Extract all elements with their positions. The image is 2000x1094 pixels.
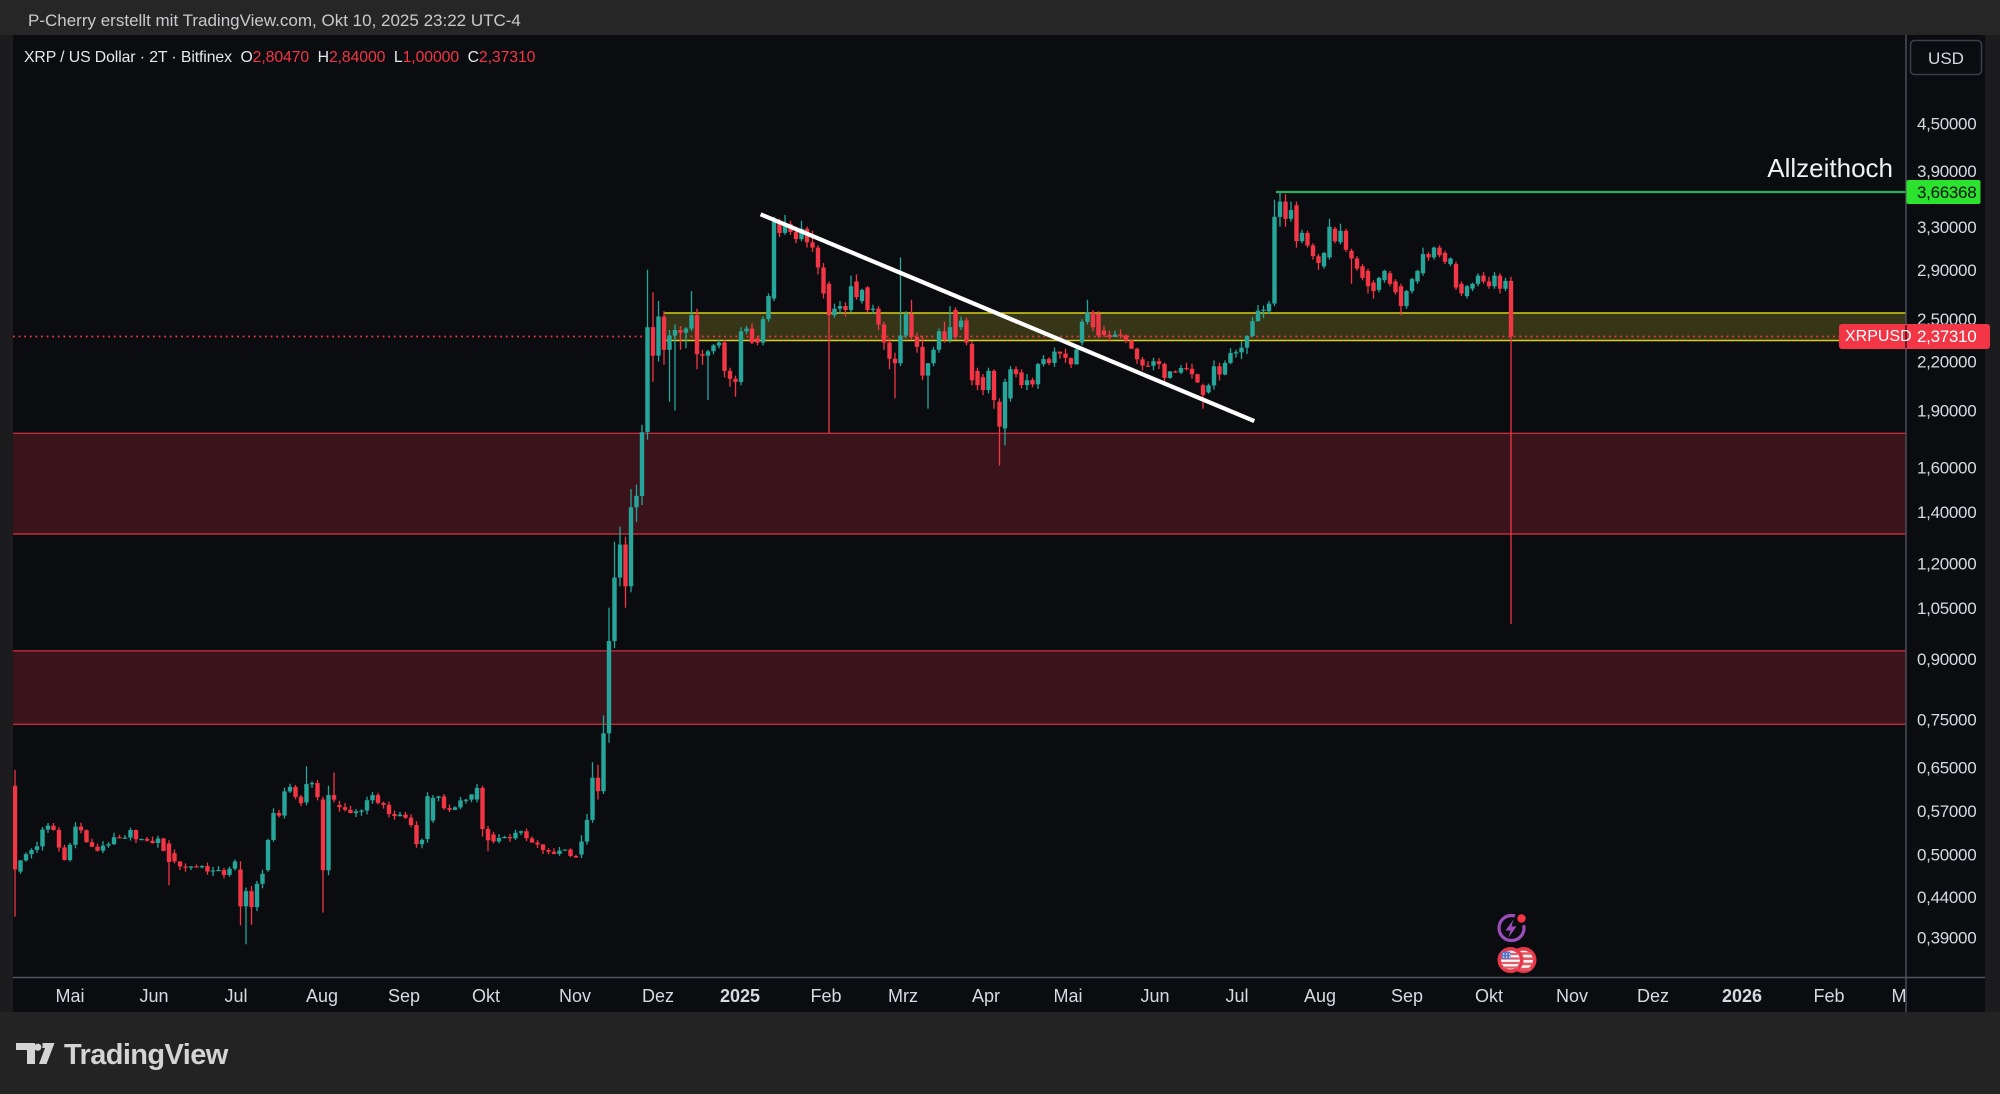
svg-text:Dez: Dez: [642, 986, 674, 1006]
svg-text:0,75000: 0,75000: [1917, 711, 1976, 730]
svg-text:1,40000: 1,40000: [1917, 503, 1976, 522]
svg-text:M: M: [1892, 986, 1907, 1006]
svg-text:2,90000: 2,90000: [1917, 261, 1976, 280]
svg-text:0,39000: 0,39000: [1917, 928, 1976, 947]
svg-text:Jul: Jul: [224, 986, 247, 1006]
svg-text:0,44000: 0,44000: [1917, 888, 1976, 907]
svg-text:3,66368: 3,66368: [1917, 183, 1976, 202]
svg-text:1,90000: 1,90000: [1917, 402, 1976, 421]
svg-text:Nov: Nov: [559, 986, 591, 1006]
svg-text:0,50000: 0,50000: [1917, 846, 1976, 865]
svg-text:1,20000: 1,20000: [1917, 554, 1976, 573]
svg-text:Aug: Aug: [306, 986, 338, 1006]
svg-text:Mrz: Mrz: [888, 986, 918, 1006]
svg-text:Jul: Jul: [1225, 986, 1248, 1006]
svg-text:Mai: Mai: [1053, 986, 1082, 1006]
svg-text:Sep: Sep: [388, 986, 420, 1006]
svg-text:Feb: Feb: [810, 986, 841, 1006]
svg-text:0,65000: 0,65000: [1917, 758, 1976, 777]
svg-text:P-Cherry erstellt mit TradingV: P-Cherry erstellt mit TradingView.com, O…: [28, 11, 521, 30]
svg-text:Apr: Apr: [972, 986, 1000, 1006]
svg-text:Sep: Sep: [1391, 986, 1423, 1006]
svg-text:2,37310: 2,37310: [1917, 327, 1976, 346]
svg-text:XRP / US Dollar · 2T · Bitfine: XRP / US Dollar · 2T · Bitfinex O2,80470…: [24, 49, 536, 66]
svg-text:2025: 2025: [720, 986, 760, 1006]
svg-text:USD: USD: [1928, 49, 1964, 68]
svg-text:Jun: Jun: [1140, 986, 1169, 1006]
svg-text:Mai: Mai: [55, 986, 84, 1006]
svg-text:Aug: Aug: [1304, 986, 1336, 1006]
svg-text:TradingView: TradingView: [64, 1039, 229, 1071]
svg-text:Feb: Feb: [1813, 986, 1844, 1006]
svg-text:Okt: Okt: [1475, 986, 1503, 1006]
svg-text:3,30000: 3,30000: [1917, 218, 1976, 237]
svg-text:1,60000: 1,60000: [1917, 459, 1976, 478]
svg-text:Allzeithoch: Allzeithoch: [1767, 153, 1893, 183]
svg-text:Jun: Jun: [139, 986, 168, 1006]
svg-text:2,20000: 2,20000: [1917, 353, 1976, 372]
svg-text:0,57000: 0,57000: [1917, 802, 1976, 821]
svg-text:0,90000: 0,90000: [1917, 650, 1976, 669]
svg-text:3,90000: 3,90000: [1917, 162, 1976, 181]
svg-text:Nov: Nov: [1556, 986, 1588, 1006]
svg-text:1,05000: 1,05000: [1917, 599, 1976, 618]
svg-text:Okt: Okt: [472, 986, 500, 1006]
svg-text:4,50000: 4,50000: [1917, 115, 1976, 134]
svg-text:Dez: Dez: [1637, 986, 1669, 1006]
svg-text:2026: 2026: [1722, 986, 1762, 1006]
svg-text:XRPUSD: XRPUSD: [1845, 328, 1912, 345]
